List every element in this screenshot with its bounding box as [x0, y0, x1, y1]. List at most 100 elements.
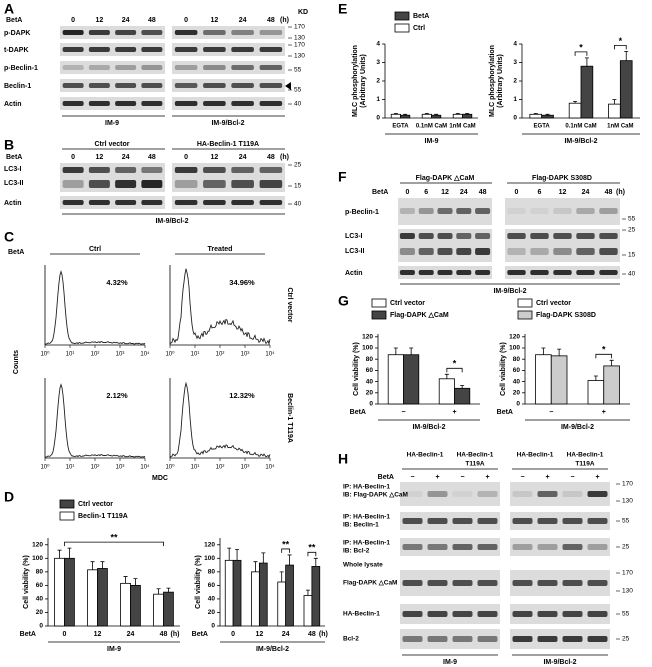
y-tick-label: 1: [513, 96, 517, 103]
blot: [60, 43, 165, 56]
bar: [400, 114, 411, 119]
bar: [619, 60, 633, 119]
label: MDC: [152, 475, 168, 482]
legend-swatch: [517, 298, 533, 308]
band: [115, 47, 137, 52]
error-bar: [100, 561, 105, 569]
legend-swatch: [371, 298, 387, 308]
band: [231, 30, 254, 35]
blot: [172, 43, 285, 56]
band: [537, 580, 558, 586]
label: 12: [559, 189, 567, 196]
label: IB: Flag-DAPK △CaM: [343, 492, 408, 499]
error-bar: [253, 561, 258, 572]
x-tick-label: 10³: [241, 352, 250, 358]
band: [62, 200, 84, 205]
category-label: BetA: [497, 409, 513, 416]
band: [553, 270, 572, 275]
legend-label: Beclin-1 T119A: [78, 513, 128, 520]
y-tick-label: 100: [509, 345, 520, 352]
band: [402, 611, 423, 617]
bar: [462, 113, 473, 119]
label: Counts: [13, 350, 20, 374]
label: IB: Beclin-1: [343, 522, 379, 529]
panel-letter: F: [338, 169, 347, 185]
label: 24: [239, 154, 247, 161]
band: [599, 208, 618, 214]
error-bar: [227, 547, 232, 561]
error-bar: [313, 557, 318, 567]
panel-letter: A: [4, 1, 14, 17]
category-label: BetA: [350, 409, 366, 416]
band: [452, 636, 473, 642]
band: [203, 180, 226, 188]
band: [530, 270, 549, 275]
x-unit: (h): [319, 631, 328, 638]
band: [562, 518, 583, 524]
y-tick-label: 4: [513, 41, 517, 48]
error-bar: [624, 51, 629, 61]
y-tick-label: 0: [39, 623, 43, 630]
band: [174, 30, 198, 35]
panel-letter: E: [338, 1, 347, 17]
blot: [400, 604, 500, 624]
annotation: *: [602, 345, 606, 355]
legend-label: Ctrl: [413, 25, 425, 32]
label: +: [545, 474, 549, 481]
marker-label: 25: [628, 227, 636, 234]
label: +: [485, 474, 489, 481]
marker-label: 55: [622, 518, 630, 525]
blot: [60, 26, 165, 39]
band: [537, 518, 558, 524]
band: [62, 101, 84, 106]
blot: [400, 482, 500, 506]
blot: [400, 512, 500, 530]
label: LC3-I: [4, 166, 22, 173]
band: [141, 167, 163, 173]
label: −: [410, 474, 414, 481]
band: [477, 491, 498, 497]
band: [62, 83, 84, 88]
marker-label: 55: [294, 67, 302, 74]
bar: [258, 562, 268, 627]
band: [507, 208, 526, 214]
label: Flag-DAPK △CaM: [416, 175, 475, 182]
band: [599, 270, 618, 275]
band: [203, 83, 226, 88]
band: [456, 248, 472, 255]
label: T119A: [575, 461, 594, 468]
band: [141, 101, 163, 106]
band: [587, 636, 608, 642]
y-tick-label: 20: [366, 390, 374, 397]
band: [231, 167, 254, 173]
label: LC3-I: [345, 233, 363, 240]
label: 12: [95, 154, 103, 161]
legend-label: Ctrl vector: [390, 300, 425, 307]
label: HA-Beclin-1: [407, 452, 444, 459]
band: [259, 167, 283, 173]
band: [115, 101, 137, 106]
bar: [452, 113, 463, 119]
marker-label: 170: [294, 24, 305, 31]
label: 12: [210, 154, 218, 161]
band: [587, 544, 608, 550]
y-tick-label: 40: [36, 596, 44, 603]
label: 0: [71, 154, 75, 161]
x-tick-label: 10²: [216, 352, 225, 358]
y-tick-label: 0: [376, 115, 380, 122]
x-tick-label: 10⁰: [165, 351, 175, 358]
legend-swatch: [59, 511, 75, 521]
x-tick-label: 12: [94, 631, 102, 638]
error-bar: [557, 348, 562, 356]
x-tick-label: 0.1nM CaM: [416, 124, 447, 130]
band: [477, 611, 498, 617]
label: 48: [479, 189, 487, 196]
y-tick-label: 40: [366, 378, 374, 385]
bar: [390, 113, 401, 119]
annotation: *: [579, 42, 583, 52]
label: 0: [405, 189, 409, 196]
band: [259, 200, 283, 205]
band: [537, 636, 558, 642]
label: 24: [460, 189, 468, 196]
x-tick-label: −: [549, 409, 553, 416]
